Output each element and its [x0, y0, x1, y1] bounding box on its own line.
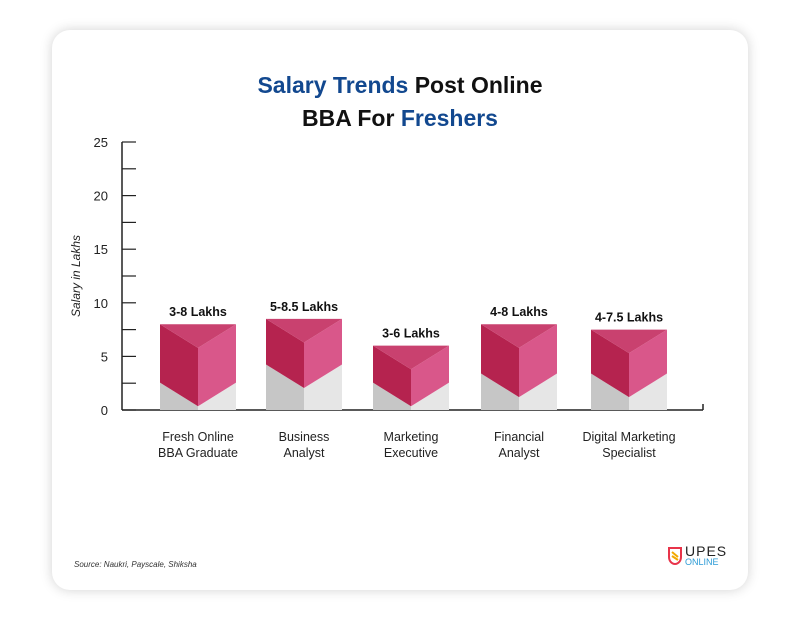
x-tick-label: Financial: [494, 430, 544, 444]
bar-data-label: 4-8 Lakhs: [490, 305, 548, 319]
source-note: Source: Naukri, Payscale, Shiksha: [74, 560, 197, 569]
bar-top: [266, 318, 342, 343]
x-tick-label: Marketing: [384, 430, 439, 444]
bar-face-right: [304, 318, 342, 389]
bar-base-right: [519, 373, 557, 410]
x-tick-label: Specialist: [602, 446, 656, 460]
bar-data-label: 3-8 Lakhs: [169, 305, 227, 319]
bar-base-left: [266, 364, 304, 410]
y-tick-label: 20: [94, 189, 108, 204]
bar-top: [591, 329, 667, 354]
title-text: BBA For: [302, 105, 401, 131]
title-highlight: Salary Trends: [257, 72, 409, 98]
x-tick-label: Fresh Online: [162, 430, 234, 444]
y-tick-label: 15: [94, 242, 108, 257]
x-tick-label: Analyst: [499, 446, 541, 460]
bar-top: [481, 324, 557, 348]
bar-base-right: [198, 382, 236, 410]
bar-face-left: [266, 318, 304, 389]
chart-title-line1: Salary Trends Post Online: [0, 68, 800, 102]
bar-face-left: [160, 324, 198, 407]
chart-card: [52, 30, 748, 590]
logo-subtext: ONLINE: [685, 557, 719, 567]
bar-face-left: [481, 324, 519, 398]
bar-base-left: [160, 382, 198, 410]
bar-face-right: [198, 324, 236, 407]
bar-base-right: [304, 364, 342, 410]
bar-base-right: [629, 373, 667, 410]
x-tick-label: Business: [279, 430, 330, 444]
bar-face-left: [591, 329, 629, 398]
y-tick-label: 10: [94, 296, 108, 311]
x-tick-label: BBA Graduate: [158, 446, 238, 460]
title-text: Post Online: [408, 72, 543, 98]
y-tick-label: 5: [101, 349, 108, 364]
bar-base-left: [591, 373, 629, 410]
chart-title-line2: BBA For Freshers: [0, 101, 800, 135]
y-axis-label: Salary in Lakhs: [69, 235, 83, 317]
bar-top: [373, 345, 449, 370]
bar-base-right: [411, 382, 449, 410]
bar-face-right: [411, 345, 449, 407]
bar-data-label: 4-7.5 Lakhs: [595, 311, 663, 325]
bar-base-left: [373, 382, 411, 410]
logo-shield-icon: [668, 547, 682, 565]
bar-face-right: [629, 329, 667, 398]
bar-face-left: [373, 345, 411, 407]
bar-data-label: 5-8.5 Lakhs: [270, 300, 338, 314]
x-tick-label: Digital Marketing: [582, 430, 675, 444]
y-tick-label: 0: [101, 403, 108, 418]
x-tick-label: Analyst: [284, 446, 326, 460]
x-tick-label: Executive: [384, 446, 438, 460]
logo-text: UPES: [685, 543, 728, 559]
upes-logo: UPES ONLINE: [668, 543, 728, 567]
y-tick-label: 25: [94, 135, 108, 150]
bar-data-label: 3-6 Lakhs: [382, 327, 440, 341]
bar-face-right: [519, 324, 557, 398]
title-highlight: Freshers: [400, 105, 498, 131]
bar-base-left: [481, 373, 519, 410]
bar-top: [160, 324, 236, 348]
